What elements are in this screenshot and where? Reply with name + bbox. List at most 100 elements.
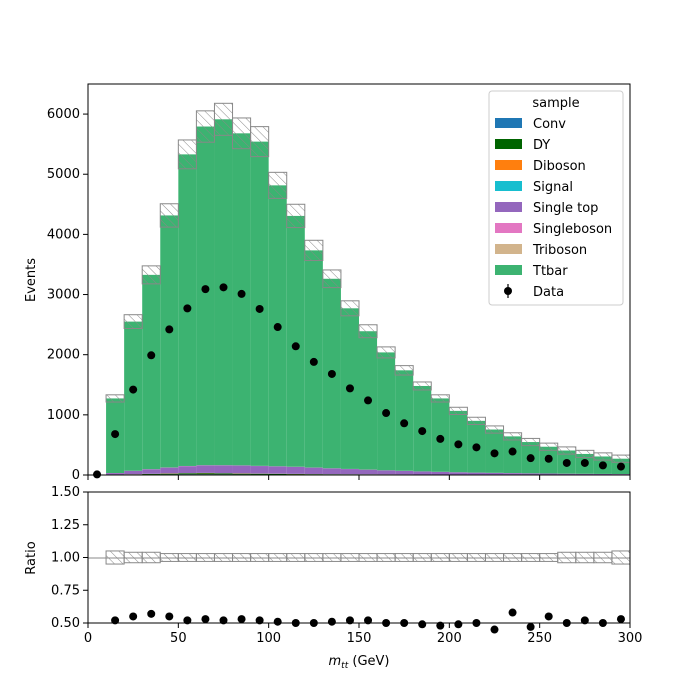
data-point xyxy=(364,396,373,405)
data-point xyxy=(544,454,553,463)
legend-swatch-conv xyxy=(495,118,522,128)
bar-single-top xyxy=(557,473,576,475)
bar-single-top xyxy=(178,466,197,474)
ratio-y-tick-label: 1.50 xyxy=(51,485,80,500)
data-point xyxy=(400,419,409,428)
ratio-point xyxy=(580,616,589,625)
legend-label-diboson: Diboson xyxy=(533,159,586,174)
bar-ttbar xyxy=(124,321,143,471)
bar-dy xyxy=(160,473,179,475)
ratio-point xyxy=(165,612,174,621)
legend-label-ttbar: Ttbar xyxy=(532,264,568,279)
mc-uncertainty-band xyxy=(159,203,179,228)
bar-single-top xyxy=(485,472,504,475)
mc-uncertainty-band xyxy=(430,394,450,403)
bar-single-top xyxy=(521,473,540,475)
bar-single-top xyxy=(539,473,558,475)
data-point xyxy=(418,427,427,436)
ratio-point xyxy=(454,620,463,629)
mc-uncertainty-band xyxy=(557,446,577,455)
data-point xyxy=(454,440,463,449)
ratio-point xyxy=(129,612,138,621)
bar-single-top xyxy=(467,472,486,475)
ratio-y-tick-label: 1.25 xyxy=(51,518,80,533)
data-point xyxy=(147,351,156,360)
mc-uncertainty-band xyxy=(232,117,252,150)
ratio-point xyxy=(327,617,336,626)
x-tick-label: 50 xyxy=(170,631,187,646)
bar-single-top xyxy=(449,472,468,475)
ratio-y-tick-label: 1.00 xyxy=(51,551,80,566)
legend-box xyxy=(488,90,624,306)
legend: sample Conv DY Diboson Signal Single top Sing… xyxy=(488,90,624,306)
mc-uncertainty-band xyxy=(484,425,505,434)
data-point xyxy=(309,357,318,366)
y-tick-label: 6000 xyxy=(47,107,80,122)
bar-single-top xyxy=(304,467,323,474)
bar-single-top xyxy=(232,465,251,474)
x-tick-label: 150 xyxy=(347,631,372,646)
ratio-y-axis-label: Ratio xyxy=(24,541,39,574)
ratio-point xyxy=(508,608,517,617)
data-point xyxy=(111,430,120,439)
mc-uncertainty-band xyxy=(304,239,324,261)
mc-uncertainty-band xyxy=(539,442,559,451)
bar-single-top xyxy=(340,469,359,475)
data-point xyxy=(219,283,228,292)
main-plot-area: 0 1000 2000 3000 4000 5000 6000 Events xyxy=(24,83,631,483)
legend-swatch-ttbar xyxy=(495,265,522,275)
legend-label-data: Data xyxy=(533,285,564,300)
bar-single-top xyxy=(322,468,341,475)
mc-uncertainty-band xyxy=(503,432,523,441)
mc-uncertainty-band xyxy=(322,269,342,289)
bar-ttbar xyxy=(286,215,305,467)
legend-label-signal: Signal xyxy=(533,180,573,195)
bar-dy xyxy=(232,473,251,475)
y-tick-label: 0 xyxy=(72,468,80,483)
mc-uncertainty-band xyxy=(575,449,595,459)
data-point xyxy=(526,454,535,463)
bar-ttbar xyxy=(142,274,161,470)
data-point xyxy=(237,289,246,298)
ratio-y-tick-label: 0.50 xyxy=(51,616,80,631)
legend-marker-data xyxy=(504,287,512,295)
mc-uncertainty-band xyxy=(105,394,125,403)
bar-single-top xyxy=(160,467,179,474)
ratio-point xyxy=(237,615,246,624)
ratio-point xyxy=(436,621,445,630)
bar-single-top xyxy=(593,473,612,475)
mc-uncertainty-band xyxy=(521,437,541,447)
legend-swatch-signal xyxy=(495,181,522,191)
legend-swatch-singleboson xyxy=(495,223,522,233)
data-point xyxy=(327,369,336,378)
bar-single-top xyxy=(575,473,594,475)
mc-uncertainty-band xyxy=(177,139,197,170)
mc-uncertainty-band xyxy=(340,300,360,317)
bar-dy xyxy=(214,473,233,475)
data-point xyxy=(508,447,517,456)
ratio-point xyxy=(147,609,156,618)
mc-uncertainty-band xyxy=(593,452,613,461)
ratio-y-tick-label: 0.75 xyxy=(51,583,80,598)
bar-single-top xyxy=(395,470,414,475)
mc-uncertainty-band xyxy=(213,102,234,136)
legend-swatch-triboson xyxy=(495,244,522,254)
data-point xyxy=(472,443,481,452)
bar-dy xyxy=(196,473,215,475)
data-point xyxy=(382,409,391,418)
mc-uncertainty-band xyxy=(141,265,161,285)
mc-uncertainty-band xyxy=(195,110,215,143)
legend-label-single-top: Single top xyxy=(533,201,598,216)
ratio-point xyxy=(616,615,625,624)
bar-ttbar xyxy=(250,141,269,466)
mc-uncertainty-band xyxy=(376,346,396,359)
legend-swatch-dy xyxy=(495,139,522,149)
legend-title: sample xyxy=(532,96,579,111)
legend-swatch-single-top xyxy=(495,202,522,212)
mc-uncertainty-band xyxy=(286,203,306,229)
ratio-point xyxy=(273,617,282,626)
mc-uncertainty-band xyxy=(358,324,378,339)
ratio-point xyxy=(364,616,373,625)
bar-single-top xyxy=(377,470,396,475)
bar-dy xyxy=(178,473,197,475)
